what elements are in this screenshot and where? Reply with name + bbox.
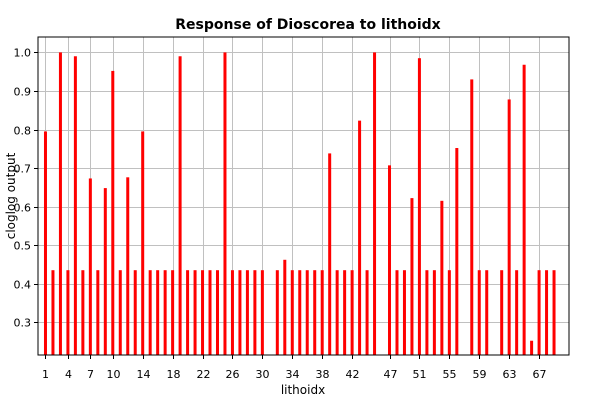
bar: [470, 79, 474, 356]
x-tick-label: 67: [533, 368, 547, 381]
x-tick-label: 14: [137, 368, 151, 381]
x-tick-label: 30: [256, 368, 270, 381]
y-tick-label: 0.9: [14, 86, 32, 99]
x-tick-label: 59: [473, 368, 487, 381]
x-tick-label: 4: [65, 368, 72, 381]
bars: [43, 52, 556, 356]
x-tick-label: 1: [42, 368, 49, 381]
y-tick-label: 0.4: [14, 279, 32, 292]
x-tick-label: 47: [384, 368, 398, 381]
bar: [530, 340, 534, 355]
bar: [275, 270, 279, 355]
bar: [507, 99, 511, 355]
bar: [215, 270, 219, 355]
bar: [305, 270, 309, 355]
bar: [208, 270, 212, 355]
bar: [88, 178, 92, 355]
x-tick-label: 10: [107, 368, 121, 381]
bar: [178, 56, 182, 356]
bar: [141, 131, 145, 355]
bar: [455, 148, 459, 355]
bar: [358, 120, 362, 355]
x-tick-label: 7: [87, 368, 94, 381]
bar: [440, 200, 444, 355]
axis-ticks: 0.30.40.50.60.70.80.91.01 4 7 10 14 18 22 26 30 3…: [14, 47, 547, 382]
y-tick-label: 0.7: [14, 163, 32, 176]
x-tick-label: 42: [346, 368, 360, 381]
bar: [186, 270, 190, 355]
x-tick-label: 55: [443, 368, 457, 381]
bar: [388, 165, 392, 355]
plot-area-frame: [37, 36, 570, 356]
bar: [343, 270, 347, 355]
bar: [66, 270, 70, 355]
bar: [537, 270, 541, 355]
chart-title: Response of Dioscorea to lithoidx: [175, 17, 440, 33]
bar: [245, 270, 249, 355]
bar: [148, 270, 152, 355]
bar: [58, 52, 62, 356]
bar: [156, 270, 160, 355]
bar: [253, 270, 257, 355]
x-tick-label: 38: [316, 368, 330, 381]
bar: [515, 270, 519, 355]
bar: [103, 188, 107, 355]
bar: [350, 270, 354, 355]
bar: [313, 270, 317, 355]
bar: [81, 270, 85, 355]
bar: [73, 56, 77, 356]
y-tick-label: 0.3: [14, 317, 32, 330]
bar: [365, 270, 369, 355]
bar: [283, 259, 287, 355]
y-tick-label: 0.6: [14, 202, 32, 215]
bar: [163, 270, 167, 355]
bar: [238, 270, 242, 355]
bar: [223, 52, 227, 356]
bar: [96, 270, 100, 355]
bar: [432, 270, 436, 355]
bar: [425, 270, 429, 355]
bar: [111, 70, 115, 356]
x-axis-label: lithoidx: [281, 383, 325, 397]
y-axis-label: cloglog output: [4, 152, 18, 239]
bar: [230, 270, 234, 355]
x-tick-label: 26: [226, 368, 240, 381]
bar: [373, 52, 377, 356]
bar: [320, 270, 324, 355]
bar: [43, 131, 47, 355]
x-tick-label: 63: [503, 368, 517, 381]
bar: [51, 270, 55, 355]
bar: [485, 270, 489, 355]
bar: [171, 270, 175, 355]
y-tick-label: 1.0: [14, 47, 32, 60]
x-tick-label: 34: [286, 368, 300, 381]
y-tick-label: 0.8: [14, 125, 32, 138]
bar: [552, 270, 556, 355]
bar: [290, 270, 294, 355]
x-tick-label: 51: [413, 368, 427, 381]
bar: [298, 270, 302, 355]
bar: [260, 270, 264, 355]
bar: [477, 270, 481, 355]
bar: [447, 270, 451, 355]
bar: [193, 270, 197, 355]
bar: [201, 270, 205, 355]
bar: [545, 270, 549, 355]
bar: [417, 58, 421, 355]
y-tick-label: 0.5: [14, 240, 32, 253]
bar: [402, 270, 406, 355]
bar: [410, 198, 414, 355]
bar: [335, 270, 339, 355]
bar: [395, 270, 399, 355]
bar: [522, 64, 526, 355]
bar: [328, 153, 332, 355]
bar: [118, 270, 122, 355]
x-tick-label: 18: [167, 368, 181, 381]
x-tick-label: 22: [197, 368, 211, 381]
bar: [126, 177, 130, 355]
bar: [500, 270, 504, 355]
bar: [133, 270, 137, 355]
